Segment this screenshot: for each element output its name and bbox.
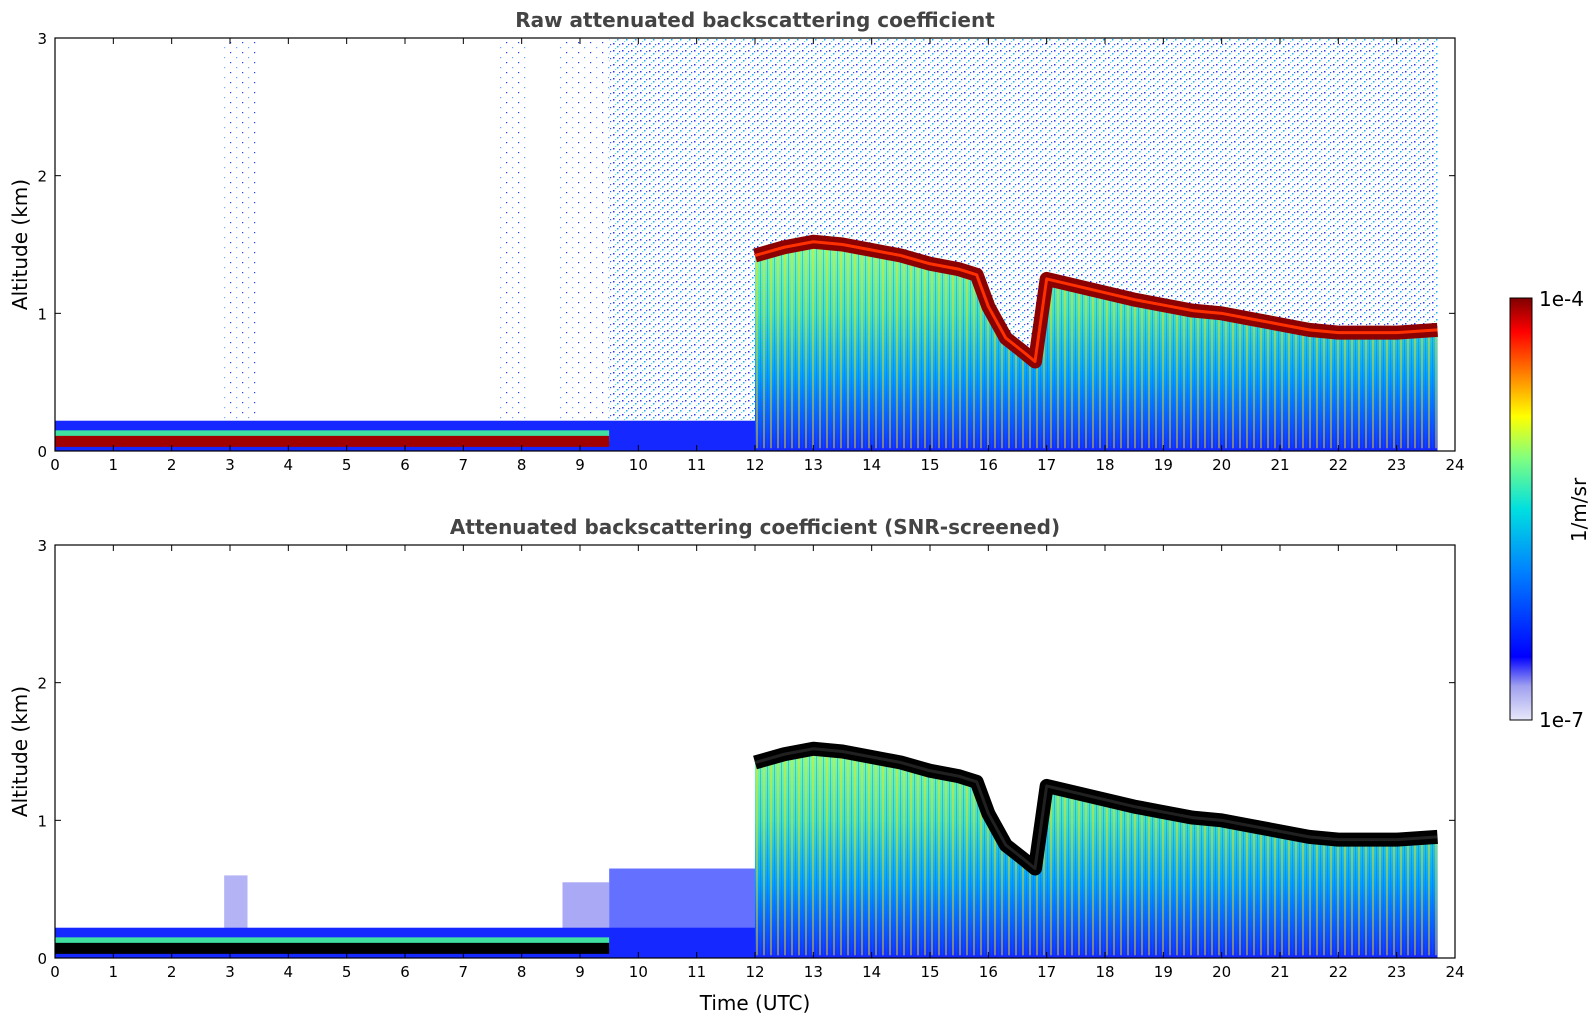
x-tick-label: 21 [1270,963,1289,981]
x-axis: 0 1 2 3 4 5 6 7 8 9 10 11 12 13 14 15 16 17 18 19 20 21 22 23 24 [50,38,1465,474]
x-tick-label: 17 [1037,456,1056,474]
x-tick-label: 18 [1095,963,1114,981]
x-tick-label: 7 [459,456,469,474]
x-tick-label: 19 [1154,963,1173,981]
x-tick-label: 11 [687,456,706,474]
x-tick-label: 10 [629,963,648,981]
x-tick-label: 24 [1445,456,1464,474]
x-tick-label: 13 [804,456,823,474]
x-tick-label: 20 [1212,456,1231,474]
aerosol-patch [224,875,248,931]
x-tick-label: 13 [804,963,823,981]
x-tick-label: 16 [979,963,998,981]
x-tick-label: 18 [1095,456,1114,474]
chart-title: Attenuated backscattering coefficient (S… [450,515,1060,539]
x-tick-label: 14 [862,456,881,474]
x-tick-label: 0 [50,456,60,474]
surface-layer [55,435,610,447]
aerosol-patch [562,882,610,931]
x-tick-label: 0 [50,963,60,981]
y-axis: 0 1 2 3 [37,537,1455,968]
x-tick-label: 17 [1037,963,1056,981]
x-tick-label: 8 [517,963,527,981]
surface-layer [55,942,610,954]
y-axis-label: Altitude (km) [8,686,32,817]
plot-area [55,38,1438,451]
x-tick-label: 9 [575,456,585,474]
x-tick-label: 2 [167,963,177,981]
x-tick-label: 7 [459,963,469,981]
x-tick-label: 22 [1329,963,1348,981]
x-tick-label: 9 [575,963,585,981]
y-tick-label: 2 [37,168,47,186]
raw-backscatter-panel: Raw attenuated backscattering coefficien… [8,8,1465,474]
x-axis-label: Time (UTC) [699,991,811,1015]
plot-area [55,741,1438,958]
x-tick-label: 24 [1445,963,1464,981]
x-tick-label: 23 [1387,456,1406,474]
y-axis: 0 1 2 3 [37,30,1455,461]
colorbar-min-label: 1e-7 [1539,708,1584,732]
x-tick-label: 2 [167,456,177,474]
x-tick-label: 10 [629,456,648,474]
colorbar-gradient [1509,297,1533,721]
x-tick-label: 14 [862,963,881,981]
screened-backscatter-panel: Attenuated backscattering coefficient (S… [8,515,1465,1015]
x-tick-label: 12 [745,456,764,474]
noise-column [556,38,610,451]
y-tick-label: 3 [37,30,47,48]
x-tick-label: 23 [1387,963,1406,981]
x-tick-label: 15 [920,963,939,981]
cloud-layer-core [754,747,1438,871]
x-tick-label: 21 [1270,456,1289,474]
x-tick-label: 11 [687,963,706,981]
colorbar: 1e-4 1e-7 1/m/sr [1509,287,1591,732]
x-tick-label: 1 [109,963,119,981]
y-tick-label: 3 [37,537,47,555]
y-tick-label: 1 [37,305,47,323]
x-tick-label: 19 [1154,456,1173,474]
x-tick-label: 5 [342,456,352,474]
x-tick-label: 12 [745,963,764,981]
x-tick-label: 4 [284,456,294,474]
chart-title: Raw attenuated backscattering coefficien… [515,8,995,32]
noise-column [224,38,260,451]
colorbar-unit-label: 1/m/sr [1567,477,1591,542]
surface-layer-halo [55,937,610,949]
y-tick-label: 2 [37,675,47,693]
colorbar-max-label: 1e-4 [1539,287,1584,311]
x-tick-label: 4 [284,963,294,981]
x-tick-label: 15 [920,456,939,474]
y-tick-label: 0 [37,950,47,968]
x-tick-label: 6 [400,963,410,981]
y-tick-label: 1 [37,812,47,830]
x-tick-label: 16 [979,456,998,474]
x-tick-label: 22 [1329,456,1348,474]
y-axis-label: Altitude (km) [8,179,32,310]
cloud-layer-core [754,240,1438,364]
x-tick-label: 8 [517,456,527,474]
x-tick-label: 3 [225,456,235,474]
x-tick-label: 1 [109,456,119,474]
x-tick-label: 20 [1212,963,1231,981]
precipitation-streaks [755,241,1438,449]
x-tick-label: 6 [400,456,410,474]
x-tick-label: 3 [225,963,235,981]
precipitation-streaks [755,748,1438,956]
y-tick-label: 0 [37,443,47,461]
x-axis: 0 1 2 3 4 5 6 7 8 9 10 11 12 13 14 15 16 17 18 19 20 21 22 23 24 [50,545,1465,981]
x-tick-label: 5 [342,963,352,981]
noise-column [498,38,528,451]
